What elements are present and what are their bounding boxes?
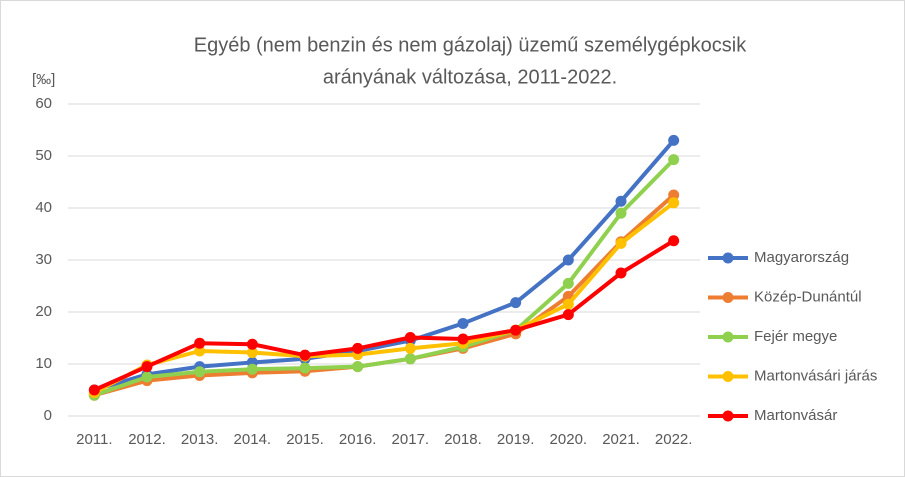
data-point bbox=[615, 237, 627, 249]
legend-marker bbox=[722, 252, 734, 264]
series-line bbox=[93, 139, 676, 392]
data-point bbox=[299, 362, 311, 374]
data-point bbox=[194, 337, 206, 349]
x-tick-label: 2020. bbox=[550, 431, 588, 448]
chart-title: Egyéb (nem benzin és nem gázolaj) üzemű … bbox=[194, 34, 747, 56]
legend-label: Fejér megye bbox=[754, 328, 837, 345]
data-point bbox=[615, 267, 627, 279]
y-tick-label: 10 bbox=[35, 355, 52, 372]
data-point bbox=[668, 134, 680, 146]
legend-marker bbox=[722, 292, 734, 303]
series-line bbox=[93, 201, 675, 395]
x-tick-label: 2022. bbox=[655, 431, 693, 448]
y-tick-label: 60 bbox=[35, 95, 52, 112]
data-point bbox=[141, 371, 153, 383]
x-tick-label: 2012. bbox=[128, 431, 166, 448]
x-tick-label: 2014. bbox=[234, 431, 272, 448]
y-tick-label: 0 bbox=[44, 407, 52, 424]
legend-label: Közép-Dunántúl bbox=[754, 288, 862, 305]
x-tick-label: 2021. bbox=[602, 431, 640, 448]
y-tick-label: 30 bbox=[35, 251, 52, 268]
chart-title: arányának változása, 2011-2022. bbox=[323, 66, 617, 88]
data-point bbox=[510, 324, 522, 336]
data-point bbox=[510, 297, 522, 309]
x-tick-label: 2013. bbox=[181, 431, 219, 448]
data-point bbox=[404, 331, 416, 343]
data-point bbox=[88, 384, 100, 396]
data-point bbox=[352, 342, 364, 354]
data-point bbox=[194, 366, 206, 378]
x-tick-label: 2017. bbox=[392, 431, 430, 448]
data-point bbox=[246, 338, 258, 350]
data-point bbox=[668, 154, 680, 166]
x-tick-label: 2019. bbox=[497, 431, 535, 448]
data-point bbox=[404, 353, 416, 365]
data-point bbox=[562, 298, 574, 310]
y-tick-label: 20 bbox=[35, 303, 52, 320]
data-point bbox=[668, 189, 680, 201]
y-tick-label: 50 bbox=[35, 147, 52, 164]
legend-label: Martonvásári járás bbox=[754, 367, 877, 384]
data-point bbox=[246, 347, 258, 359]
legend-label: Magyarország bbox=[754, 249, 849, 266]
legend-label: Martonvásár bbox=[754, 407, 837, 424]
data-point bbox=[457, 317, 469, 329]
y-axis-label: [‰] bbox=[32, 71, 55, 88]
data-point bbox=[562, 277, 574, 289]
data-point bbox=[615, 195, 627, 207]
data-point bbox=[615, 207, 627, 219]
data-point bbox=[562, 254, 574, 266]
data-point bbox=[457, 333, 469, 345]
x-tick-label: 2018. bbox=[444, 431, 482, 448]
data-point bbox=[668, 197, 680, 209]
series-line bbox=[93, 158, 676, 398]
data-point bbox=[299, 349, 311, 361]
series-line bbox=[93, 239, 675, 392]
data-point bbox=[668, 235, 680, 247]
x-tick-label: 2011. bbox=[76, 431, 112, 448]
x-tick-label: 2015. bbox=[286, 431, 324, 448]
data-point bbox=[352, 361, 364, 373]
x-tick-label: 2016. bbox=[339, 431, 377, 448]
legend-marker bbox=[722, 410, 734, 422]
y-tick-label: 40 bbox=[35, 199, 52, 216]
data-point bbox=[141, 361, 153, 373]
legend-marker bbox=[722, 371, 734, 382]
data-point bbox=[404, 342, 416, 354]
legend-marker bbox=[722, 331, 734, 343]
data-point bbox=[194, 345, 206, 357]
data-point bbox=[246, 363, 258, 375]
data-point bbox=[562, 309, 574, 321]
